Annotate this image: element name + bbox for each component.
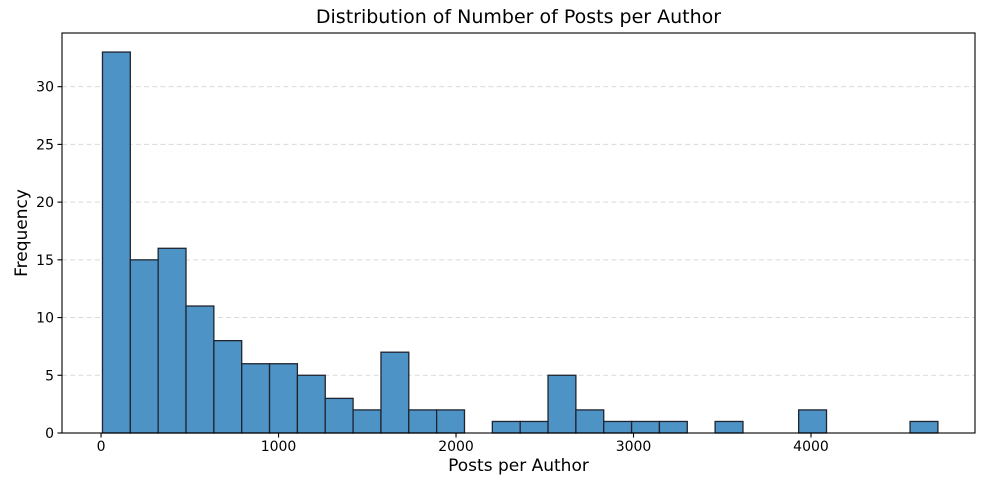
histogram-bars [101, 51, 939, 434]
histogram-bar [547, 374, 577, 434]
plot-border [61, 32, 976, 434]
histogram-bar [324, 397, 354, 434]
histogram-bar [380, 351, 410, 434]
histogram-bar [798, 409, 828, 434]
histogram-bar [268, 363, 299, 434]
y-tick-label: 5 [45, 368, 54, 384]
x-tick-label: 0 [97, 439, 106, 455]
histogram-bar [157, 247, 187, 434]
histogram-bar [575, 409, 605, 434]
histogram-bar [435, 409, 466, 434]
histogram-bar [909, 420, 939, 434]
x-tick-label: 3000 [616, 439, 652, 455]
y-tick-label: 0 [45, 426, 54, 442]
histogram-bar [352, 409, 382, 434]
histogram-bar [129, 259, 159, 434]
histogram-bar [603, 420, 633, 434]
x-tick-label: 4000 [793, 439, 829, 455]
y-tick-label: 10 [36, 311, 54, 327]
x-tick-label: 1000 [261, 439, 297, 455]
histogram-bar [296, 374, 326, 434]
y-tick-label: 25 [36, 137, 54, 153]
histogram-bar [658, 420, 688, 434]
histogram-bar [491, 420, 521, 434]
histogram-bar [630, 420, 661, 434]
histogram-bar [714, 420, 744, 434]
histogram-bar [241, 363, 271, 434]
histogram-bar [101, 51, 131, 434]
y-axis-ticks: 0 5 10 15 20 25 30 [36, 80, 62, 442]
chart-title: Distribution of Number of Posts per Auth… [315, 6, 722, 28]
histogram-bar [408, 409, 438, 434]
x-axis-ticks: 0 1000 2000 3000 4000 [97, 433, 829, 455]
histogram-bar [213, 339, 243, 434]
y-tick-label: 30 [36, 80, 54, 96]
histogram-bar [519, 420, 549, 434]
histogram-bar [185, 305, 215, 434]
x-axis-label: Posts per Author [448, 456, 589, 476]
y-tick-label: 15 [36, 253, 54, 269]
y-tick-label: 20 [36, 195, 54, 211]
x-tick-label: 2000 [438, 439, 474, 455]
